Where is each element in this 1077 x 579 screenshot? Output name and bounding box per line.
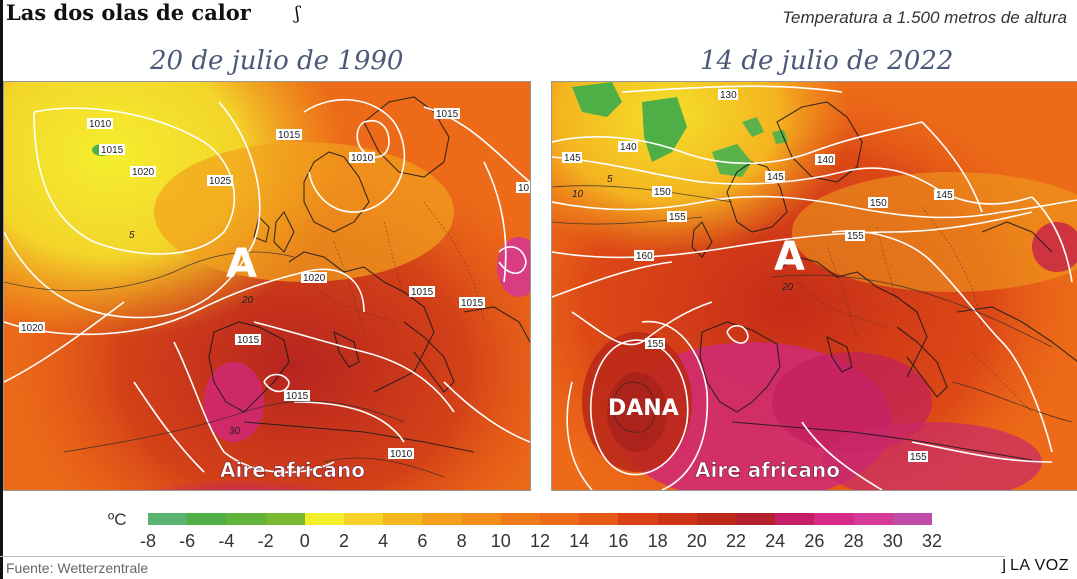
temp-label: 20 bbox=[241, 295, 254, 306]
high-pressure-label: A bbox=[774, 234, 805, 280]
legend-swatch bbox=[304, 513, 345, 525]
isobar-label: 1020 bbox=[21, 323, 44, 334]
legend-swatch bbox=[853, 513, 894, 525]
legend-tick-label: 14 bbox=[569, 531, 590, 551]
legend-swatch bbox=[618, 513, 659, 525]
legend-swatch bbox=[892, 513, 933, 525]
isobar-label: 155 bbox=[847, 231, 864, 242]
isobar-label: 1015 bbox=[436, 109, 459, 120]
legend-swatch bbox=[461, 513, 502, 525]
title-mark: ʃ bbox=[295, 3, 300, 24]
legend-swatch bbox=[657, 513, 698, 525]
air-label: Aire africano bbox=[695, 458, 840, 482]
isobar-label: 155 bbox=[669, 212, 686, 223]
map-date-2022: 14 de julio de 2022 bbox=[700, 46, 954, 76]
temp-label: 20 bbox=[781, 282, 794, 293]
legend-swatch bbox=[187, 513, 227, 525]
high-pressure-label: A bbox=[226, 241, 257, 287]
chart-title: Las dos olas de calor bbox=[6, 0, 251, 25]
temp-label: 5 bbox=[129, 230, 135, 241]
isobar-label: 1010 bbox=[351, 153, 374, 164]
isobar-label: 1010 bbox=[390, 449, 413, 460]
isobar-label: 1015 bbox=[101, 145, 124, 156]
isobar-label: 140 bbox=[817, 155, 834, 166]
isobar-label: 145 bbox=[767, 172, 784, 183]
isobar-label: 1015 bbox=[278, 130, 301, 141]
legend-tick-label: -6 bbox=[179, 531, 196, 551]
legend-tick-label: 24 bbox=[765, 531, 786, 551]
isobar-label: 150 bbox=[654, 187, 671, 198]
legend-tick-label: 2 bbox=[338, 531, 350, 551]
legend-tick-label: 32 bbox=[921, 531, 943, 551]
left-rule bbox=[0, 0, 3, 579]
legend-swatch bbox=[775, 513, 815, 525]
isobar-label: 145 bbox=[564, 153, 581, 164]
legend-swatch bbox=[696, 513, 737, 525]
legend-swatch bbox=[148, 513, 188, 525]
legend-unit: ºC bbox=[108, 510, 127, 529]
legend-tick-label: 22 bbox=[725, 531, 747, 551]
legend-tick-label: 20 bbox=[686, 531, 707, 551]
bottom-rule bbox=[0, 556, 1005, 557]
legend-swatch bbox=[579, 513, 619, 525]
isobar-label: 140 bbox=[620, 142, 637, 153]
legend-swatch bbox=[540, 513, 580, 525]
legend-swatch bbox=[265, 513, 306, 525]
legend-swatch bbox=[383, 513, 423, 525]
legend-tick-label: 6 bbox=[417, 531, 428, 551]
legend-swatch bbox=[226, 513, 267, 525]
temp-label: 30 bbox=[229, 426, 241, 437]
brand-mark: ⌋ bbox=[1000, 558, 1007, 575]
isobar-label: 1015 bbox=[237, 335, 260, 346]
isobar-label: 155 bbox=[910, 452, 927, 463]
dana-label: DANA bbox=[608, 396, 679, 421]
map-1990-svg: 1010 1015 1020 1025 1015 1010 1015 1015 … bbox=[4, 82, 530, 490]
isobar-label: 1025 bbox=[209, 176, 232, 187]
source-text: Fuente: Wetterzentrale bbox=[6, 560, 149, 576]
isobar-label: 1020 bbox=[132, 167, 155, 178]
legend-tick-label: 10 bbox=[490, 531, 511, 551]
legend-tick-label: 16 bbox=[608, 531, 629, 551]
legend-tick-label: 12 bbox=[529, 531, 551, 551]
temp-label: 5 bbox=[607, 174, 613, 185]
isobar-label: 10 bbox=[518, 183, 530, 194]
legend-tick-label: 30 bbox=[882, 531, 903, 551]
isobar-label: 150 bbox=[870, 198, 887, 209]
legend-tick-label: -4 bbox=[218, 531, 235, 551]
isobar-label: 130 bbox=[720, 90, 737, 101]
legend-tick-label: -2 bbox=[257, 531, 274, 551]
isobar-label: 1020 bbox=[303, 273, 326, 284]
air-label: Aire africano bbox=[220, 458, 365, 482]
map-1990: 1010 1015 1020 1025 1015 1010 1015 1015 … bbox=[3, 81, 531, 491]
legend-tick-label: 4 bbox=[378, 531, 389, 551]
legend-swatch bbox=[500, 513, 541, 525]
legend-tick-label: 8 bbox=[456, 531, 467, 551]
chart-subtitle: Temperatura a 1.500 metros de altura bbox=[782, 8, 1067, 27]
map-date-1990: 20 de julio de 1990 bbox=[150, 46, 404, 76]
temp-label: 10 bbox=[572, 189, 584, 200]
map-2022: 130 140 145 140 145 145 150 150 155 155 … bbox=[551, 81, 1077, 491]
legend-tick-label: 0 bbox=[299, 531, 310, 551]
isobar-label: 160 bbox=[636, 251, 653, 262]
legend-swatch bbox=[736, 513, 776, 525]
isobar-label: 145 bbox=[936, 190, 953, 201]
legend-tick-label: 26 bbox=[804, 531, 825, 551]
isobar-label: 1015 bbox=[411, 287, 434, 298]
legend-swatch bbox=[422, 513, 463, 525]
legend-tick-label: -8 bbox=[139, 531, 157, 551]
isobar-label: 1015 bbox=[286, 391, 309, 402]
map-2022-svg: 130 140 145 140 145 145 150 150 155 155 … bbox=[552, 82, 1077, 490]
isobar-label: 1015 bbox=[461, 298, 484, 309]
brand-logo: LA VOZ bbox=[1009, 557, 1069, 574]
isobar-label: 155 bbox=[647, 339, 664, 350]
legend-swatch bbox=[814, 513, 855, 525]
legend-tick-label: 28 bbox=[843, 531, 864, 551]
legend-tick-label: 18 bbox=[647, 531, 668, 551]
legend-swatch bbox=[344, 513, 384, 525]
isobar-label: 1010 bbox=[89, 119, 112, 130]
